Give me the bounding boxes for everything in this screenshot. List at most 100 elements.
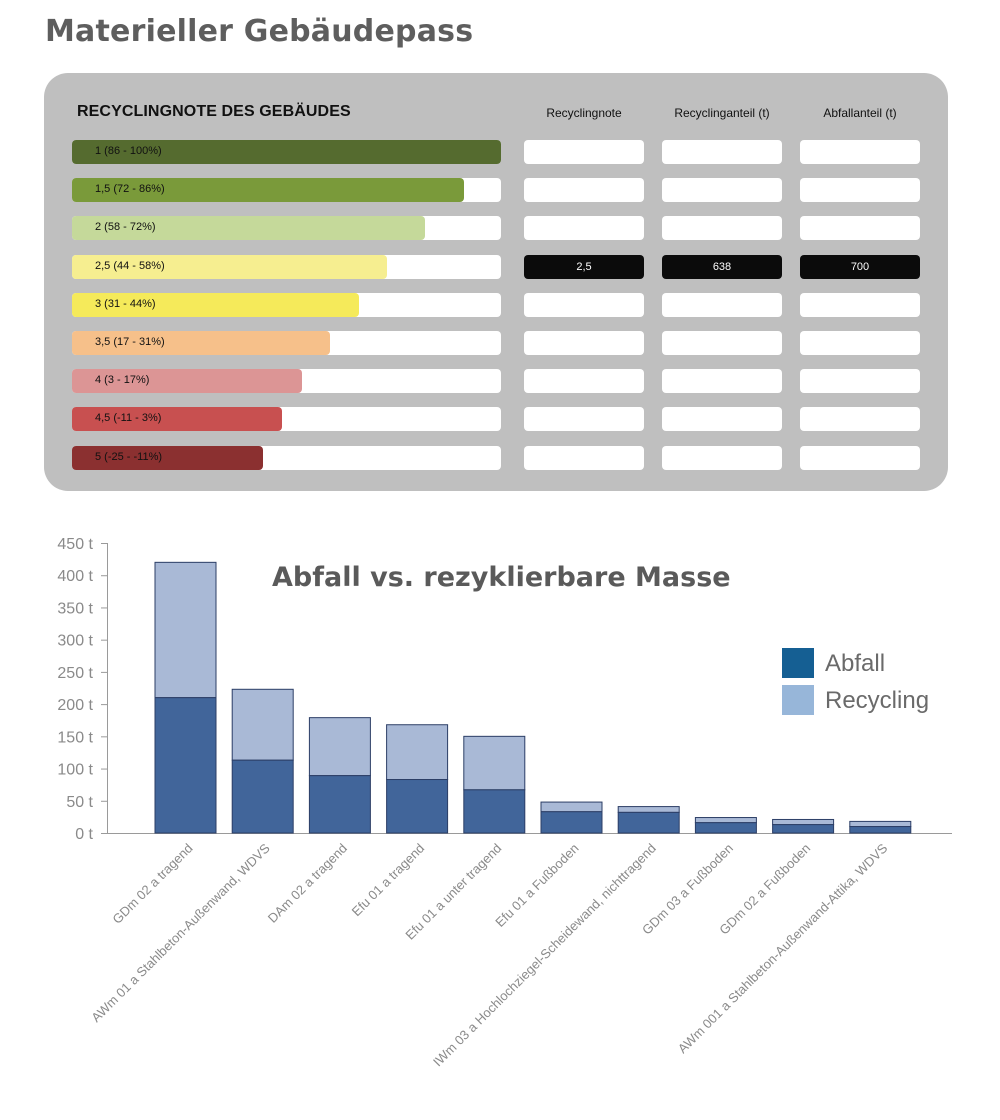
bar-abfall [154, 697, 217, 834]
grade-row: 5 (-25 - -11%) [72, 445, 501, 470]
legend-label: Abfall [825, 650, 885, 677]
grade-label: 5 (-25 - -11%) [95, 450, 163, 463]
value-cell [662, 331, 782, 355]
grade-row: 2,5 (44 - 58%) [72, 254, 501, 279]
x-tick-label: Efu 01 a Fußboden [492, 841, 581, 930]
value-cell [524, 140, 644, 164]
bar-abfall [308, 775, 371, 834]
active-value-cell: 638 [662, 254, 782, 279]
grade-label: 2 (58 - 72%) [95, 221, 156, 234]
grade-label: 1 (86 - 100%) [95, 145, 162, 157]
value-cell [524, 407, 644, 432]
value-cell [800, 292, 920, 317]
value-cell [662, 407, 782, 432]
grade-bar [72, 369, 302, 394]
bar-recycling [617, 806, 680, 813]
bar-recycling [540, 801, 603, 813]
grade-bar [72, 178, 464, 203]
y-tick-label: 0 t [75, 826, 93, 843]
bar-recycling [308, 717, 371, 777]
value-cell [524, 178, 644, 203]
value-cell [662, 445, 782, 470]
value-cell [524, 216, 644, 241]
bar-recycling [231, 688, 294, 761]
value-cell [662, 369, 782, 394]
bar-recycling [386, 724, 449, 781]
grade-row: 2 (58 - 72%) [72, 216, 501, 241]
value-cell [800, 216, 920, 241]
value-cell [662, 178, 782, 203]
value-cell [524, 292, 644, 317]
x-tick-label: DAm 02 a tragend [265, 841, 350, 926]
y-tick-label: 200 t [57, 697, 93, 714]
legend-swatch [782, 685, 814, 715]
grade-label: 3 (31 - 44%) [95, 297, 156, 310]
page-title: Materieller Gebäudepass [45, 14, 474, 49]
y-tick-label: 100 t [57, 762, 93, 779]
grade-row: 3,5 (17 - 31%) [72, 331, 501, 355]
column-header-recyclinganteil: Recyclinganteil (t) [674, 106, 770, 120]
value-cell [662, 292, 782, 317]
x-tick-label: AWm 01 a Stahlbeton-Außenwand, WDVS [88, 840, 273, 1025]
grade-label: 3,5 (17 - 31%) [95, 336, 165, 348]
value-cell [800, 331, 920, 355]
grade-bar [72, 407, 283, 432]
bar-abfall [849, 826, 912, 834]
grade-row: 1,5 (72 - 86%) [72, 178, 501, 203]
value-cell [800, 445, 920, 470]
grade-row: 3 (31 - 44%) [72, 292, 501, 317]
grade-bar [72, 331, 330, 355]
active-value-cell: 700 [800, 254, 920, 279]
grade-bar [72, 445, 264, 470]
bar-abfall [540, 811, 603, 834]
recycling-rating-panel: RECYCLINGNOTE DES GEBÄUDES Recyclingnote… [44, 73, 948, 491]
grade-bar [72, 216, 426, 241]
grade-bar [72, 254, 387, 279]
value-cell [800, 140, 920, 164]
y-tick-label: 150 t [57, 729, 93, 746]
y-tick-label: 400 t [57, 568, 93, 585]
active-value-cell: 2,5 [524, 254, 644, 279]
bar-abfall [386, 779, 449, 834]
grade-label: 4 (3 - 17%) [95, 374, 150, 387]
grade-bar [72, 292, 359, 317]
legend-swatch [782, 648, 814, 678]
value-cell [800, 369, 920, 394]
bar-abfall [617, 811, 680, 834]
y-tick-label: 450 t [57, 536, 93, 553]
value-cell [524, 445, 644, 470]
grade-label: 2,5 (44 - 58%) [95, 259, 165, 272]
y-tick-label: 350 t [57, 600, 93, 617]
bar-recycling [154, 561, 217, 699]
grade-label: 4,5 (-11 - 3%) [95, 412, 162, 425]
y-tick-label: 50 t [66, 794, 93, 811]
grade-row: 4 (3 - 17%) [72, 369, 501, 394]
panel-heading: RECYCLINGNOTE DES GEBÄUDES [77, 103, 351, 120]
bar-recycling [849, 820, 912, 828]
legend-label: Recycling [825, 687, 929, 714]
bar-abfall [463, 789, 526, 834]
x-tick-label: Efu 01 a tragend [349, 841, 428, 920]
y-tick-label: 300 t [57, 633, 93, 650]
bar-recycling [694, 817, 757, 824]
value-cell [524, 369, 644, 394]
value-cell [662, 216, 782, 241]
value-cell [800, 178, 920, 203]
y-tick-label: 250 t [57, 665, 93, 682]
x-tick-label: GDm 02 a tragend [109, 841, 195, 927]
value-cell [524, 331, 644, 355]
bar-abfall [772, 824, 835, 834]
grade-label: 1,5 (72 - 86%) [95, 183, 165, 196]
bar-recycling [463, 735, 526, 791]
grade-bar [72, 140, 501, 164]
grade-row: 4,5 (-11 - 3%) [72, 407, 501, 432]
stacked-bar-chart: 0 t 50 t 100 t 150 t 200 t 250 t 300 t 350 t 400… [57, 536, 952, 1069]
bar-abfall [694, 822, 757, 834]
bar-recycling [772, 818, 835, 826]
grade-row: 1 (86 - 100%) [72, 140, 501, 164]
bar-abfall [231, 759, 294, 834]
column-header-recyclingnote: Recyclingnote [546, 106, 622, 120]
column-header-abfallanteil: Abfallanteil (t) [823, 106, 897, 120]
value-cell [662, 140, 782, 164]
chart-title: Abfall vs. rezyklierbare Masse [272, 562, 731, 593]
